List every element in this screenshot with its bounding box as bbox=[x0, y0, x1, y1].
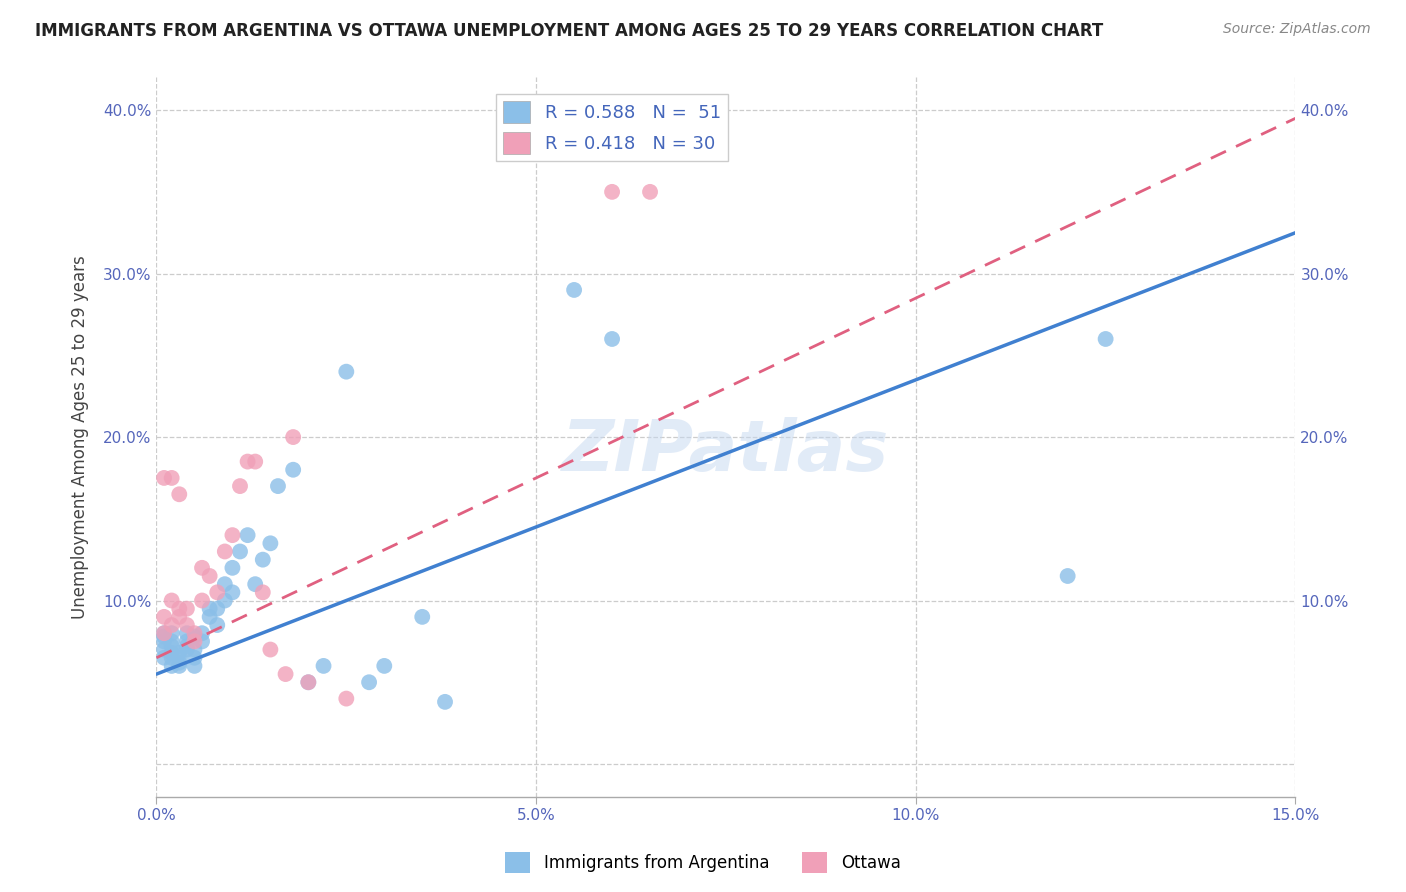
Point bbox=[191, 634, 214, 648]
Point bbox=[245, 454, 267, 468]
Point bbox=[160, 634, 183, 648]
Point bbox=[160, 640, 183, 654]
Point bbox=[638, 185, 661, 199]
Point bbox=[229, 544, 252, 558]
Point bbox=[312, 659, 335, 673]
Legend: Immigrants from Argentina, Ottawa: Immigrants from Argentina, Ottawa bbox=[499, 846, 907, 880]
Point bbox=[274, 667, 297, 681]
Point bbox=[191, 626, 214, 640]
Point bbox=[153, 642, 176, 657]
Point bbox=[153, 630, 176, 644]
Point bbox=[252, 552, 274, 566]
Point bbox=[259, 642, 281, 657]
Point bbox=[176, 626, 198, 640]
Point bbox=[169, 659, 191, 673]
Point bbox=[169, 601, 191, 615]
Point bbox=[183, 626, 205, 640]
Point bbox=[267, 479, 290, 493]
Legend: R = 0.588   N =  51, R = 0.418   N = 30: R = 0.588 N = 51, R = 0.418 N = 30 bbox=[496, 94, 728, 161]
Point bbox=[153, 471, 176, 485]
Point bbox=[359, 675, 381, 690]
Point bbox=[283, 430, 305, 444]
Point bbox=[214, 577, 236, 591]
Text: ZIPatlas: ZIPatlas bbox=[562, 417, 890, 486]
Point bbox=[1056, 569, 1078, 583]
Point bbox=[229, 479, 252, 493]
Point bbox=[245, 577, 267, 591]
Point bbox=[169, 646, 191, 660]
Point bbox=[600, 332, 623, 346]
Point bbox=[236, 454, 259, 468]
Point bbox=[169, 487, 191, 501]
Point bbox=[169, 650, 191, 665]
Point bbox=[176, 634, 198, 648]
Point bbox=[236, 528, 259, 542]
Point bbox=[252, 585, 274, 599]
Point bbox=[176, 642, 198, 657]
Point bbox=[160, 659, 183, 673]
Point bbox=[198, 610, 221, 624]
Point bbox=[411, 610, 433, 624]
Point bbox=[153, 650, 176, 665]
Point bbox=[153, 610, 176, 624]
Point bbox=[1094, 332, 1116, 346]
Point bbox=[169, 656, 191, 670]
Point bbox=[600, 185, 623, 199]
Point bbox=[160, 650, 183, 665]
Point bbox=[176, 640, 198, 654]
Y-axis label: Unemployment Among Ages 25 to 29 years: Unemployment Among Ages 25 to 29 years bbox=[72, 255, 89, 619]
Point bbox=[183, 642, 205, 657]
Point bbox=[259, 536, 281, 550]
Point bbox=[160, 471, 183, 485]
Point bbox=[297, 675, 319, 690]
Point bbox=[191, 593, 214, 607]
Point bbox=[207, 585, 229, 599]
Point bbox=[191, 561, 214, 575]
Point bbox=[214, 593, 236, 607]
Text: IMMIGRANTS FROM ARGENTINA VS OTTAWA UNEMPLOYMENT AMONG AGES 25 TO 29 YEARS CORRE: IMMIGRANTS FROM ARGENTINA VS OTTAWA UNEM… bbox=[35, 22, 1104, 40]
Point bbox=[183, 634, 205, 648]
Point bbox=[562, 283, 585, 297]
Point bbox=[207, 601, 229, 615]
Point bbox=[160, 618, 183, 632]
Point bbox=[297, 675, 319, 690]
Point bbox=[153, 634, 176, 648]
Point bbox=[335, 691, 357, 706]
Point bbox=[160, 626, 183, 640]
Point bbox=[176, 601, 198, 615]
Point bbox=[183, 659, 205, 673]
Point bbox=[198, 601, 221, 615]
Text: Source: ZipAtlas.com: Source: ZipAtlas.com bbox=[1223, 22, 1371, 37]
Point bbox=[183, 650, 205, 665]
Point bbox=[434, 695, 457, 709]
Point bbox=[160, 646, 183, 660]
Point bbox=[169, 610, 191, 624]
Point bbox=[176, 618, 198, 632]
Point bbox=[373, 659, 395, 673]
Point bbox=[221, 561, 243, 575]
Point bbox=[198, 569, 221, 583]
Point bbox=[221, 528, 243, 542]
Point bbox=[207, 618, 229, 632]
Point bbox=[153, 626, 176, 640]
Point bbox=[153, 626, 176, 640]
Point bbox=[160, 593, 183, 607]
Point bbox=[214, 544, 236, 558]
Point bbox=[283, 463, 305, 477]
Point bbox=[221, 585, 243, 599]
Point bbox=[183, 630, 205, 644]
Point bbox=[335, 365, 357, 379]
